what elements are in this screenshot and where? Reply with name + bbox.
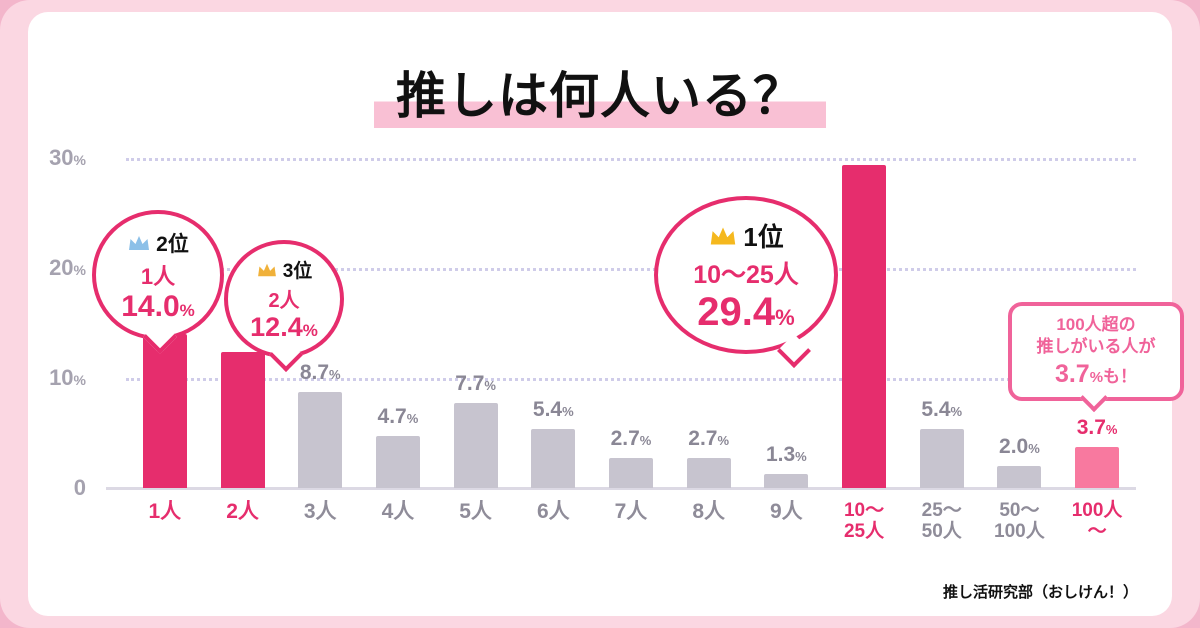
category-label: 100人〜: [1071, 500, 1123, 543]
category-label: 4人: [381, 500, 415, 523]
rank1-row: 1位: [708, 217, 784, 254]
bar: [142, 334, 187, 488]
value-label: 5.4%: [532, 397, 574, 421]
bar: [997, 466, 1042, 488]
bar-group: 7.7% 5人: [437, 158, 515, 523]
value-label: 2.7%: [688, 427, 730, 451]
bar: [453, 403, 498, 488]
bar-group: 1人: [126, 158, 204, 523]
value-label: 8.7%: [299, 361, 341, 385]
credit-text: 推し活研究部（おしけん！）: [942, 584, 1138, 601]
bar: [375, 436, 420, 488]
callout-rank1: 1位 10〜25人 29.4%: [654, 196, 838, 368]
gridline-30: [126, 158, 1136, 161]
value-label: 2.7%: [610, 427, 652, 451]
y-axis: 30% 20% 10% 0: [28, 145, 86, 500]
crown-silver-icon: [129, 235, 150, 250]
bar: [531, 428, 576, 488]
rank2-value: 14.0%: [121, 289, 195, 323]
category-label: 10〜 25人: [843, 500, 885, 543]
note-line3: 3.7%も！: [1054, 360, 1138, 389]
crown-bronze-icon: [257, 263, 276, 277]
title-highlight: 推しは何人いる？: [374, 68, 826, 128]
plot-area: 1人 2人 8.7% 3人 4.7% 4人 7.7% 5人 5.4% 6人 2.7% 7人 2.7% 8人…: [106, 158, 1136, 542]
rank1-value: 29.4%: [697, 290, 795, 334]
note-callout: 100人超の 推しがいる人が 3.7%も！: [1008, 302, 1184, 412]
bar-group: 3.7% 100人〜: [1058, 158, 1136, 542]
category-label: 9人: [770, 500, 803, 523]
value-label: 3.7%: [1076, 416, 1118, 440]
bar-group: 10〜 25人: [825, 158, 903, 542]
rank2-row: 2位: [127, 228, 189, 258]
bar-group: 8.7% 3人: [281, 158, 359, 523]
bar-group: 2.0% 50〜 100人: [981, 158, 1059, 542]
category-label: 8人: [692, 500, 725, 523]
bar: [1075, 447, 1120, 488]
rank1-label: 1位: [743, 222, 784, 252]
value-label: 2.0%: [999, 435, 1040, 459]
bar-group: 5.4% 25〜 50人: [903, 158, 981, 542]
bar-group: 2人: [204, 158, 282, 523]
category-label: 6人: [536, 500, 570, 523]
crown-gold-icon: [711, 226, 736, 245]
y-tick-label: 0: [73, 475, 86, 500]
category-label: 2人: [226, 500, 259, 523]
chart-card: 推しは何人いる？ 30% 20% 10% 0 1人 2人 8.7% 3人 4.7% 4人 7.7%…: [28, 12, 1184, 616]
note-line1: 100人超の: [1056, 315, 1136, 334]
category-label: 25〜 50人: [921, 500, 962, 543]
page-title: 推しは何人いる？: [28, 56, 1172, 128]
rank3-category: 2人: [268, 290, 300, 313]
y-tick-label: 20%: [49, 255, 86, 280]
gridline-20: [126, 267, 1136, 271]
bar: [919, 428, 964, 488]
rank3-value: 12.4%: [250, 312, 318, 343]
y-tick-label: 10%: [49, 365, 86, 390]
gridline-10: [126, 378, 1136, 381]
bar: [686, 458, 731, 488]
bar: [764, 473, 809, 488]
y-tick-label: 30%: [49, 145, 86, 170]
rank2-category: 1人: [140, 263, 176, 289]
callout-rank3: 3位 2人 12.4%: [224, 240, 344, 372]
category-label: 5人: [459, 500, 492, 523]
x-axis-baseline: [106, 487, 1136, 490]
bar: [842, 164, 887, 488]
category-label: 50〜 100人: [994, 500, 1045, 543]
rank2-label: 2位: [156, 232, 189, 256]
value-label: 5.4%: [921, 397, 963, 421]
value-label: 7.7%: [455, 372, 496, 396]
rank3-row: 3位: [256, 256, 313, 283]
note-line2: 推しがいる人が: [1036, 337, 1156, 357]
bar: [608, 458, 653, 488]
bar-group: 1.3% 9人: [748, 158, 826, 523]
rank3-label: 3位: [282, 261, 313, 283]
bar-group: 2.7% 8人: [670, 158, 748, 523]
category-label: 3人: [303, 500, 337, 523]
rank1-category: 10〜25人: [693, 261, 799, 289]
value-label: 1.3%: [765, 442, 807, 466]
bar-group: 2.7% 7人: [592, 158, 670, 523]
category-label: 1人: [148, 500, 182, 523]
value-label: 4.7%: [377, 405, 419, 429]
bar-group: 4.7% 4人: [359, 158, 437, 523]
callout-rank2: 2位 1人 14.0%: [92, 210, 224, 354]
bar: [220, 351, 265, 488]
bar-group: 5.4% 6人: [514, 158, 592, 523]
bar: [298, 392, 343, 488]
category-label: 7人: [614, 500, 648, 523]
